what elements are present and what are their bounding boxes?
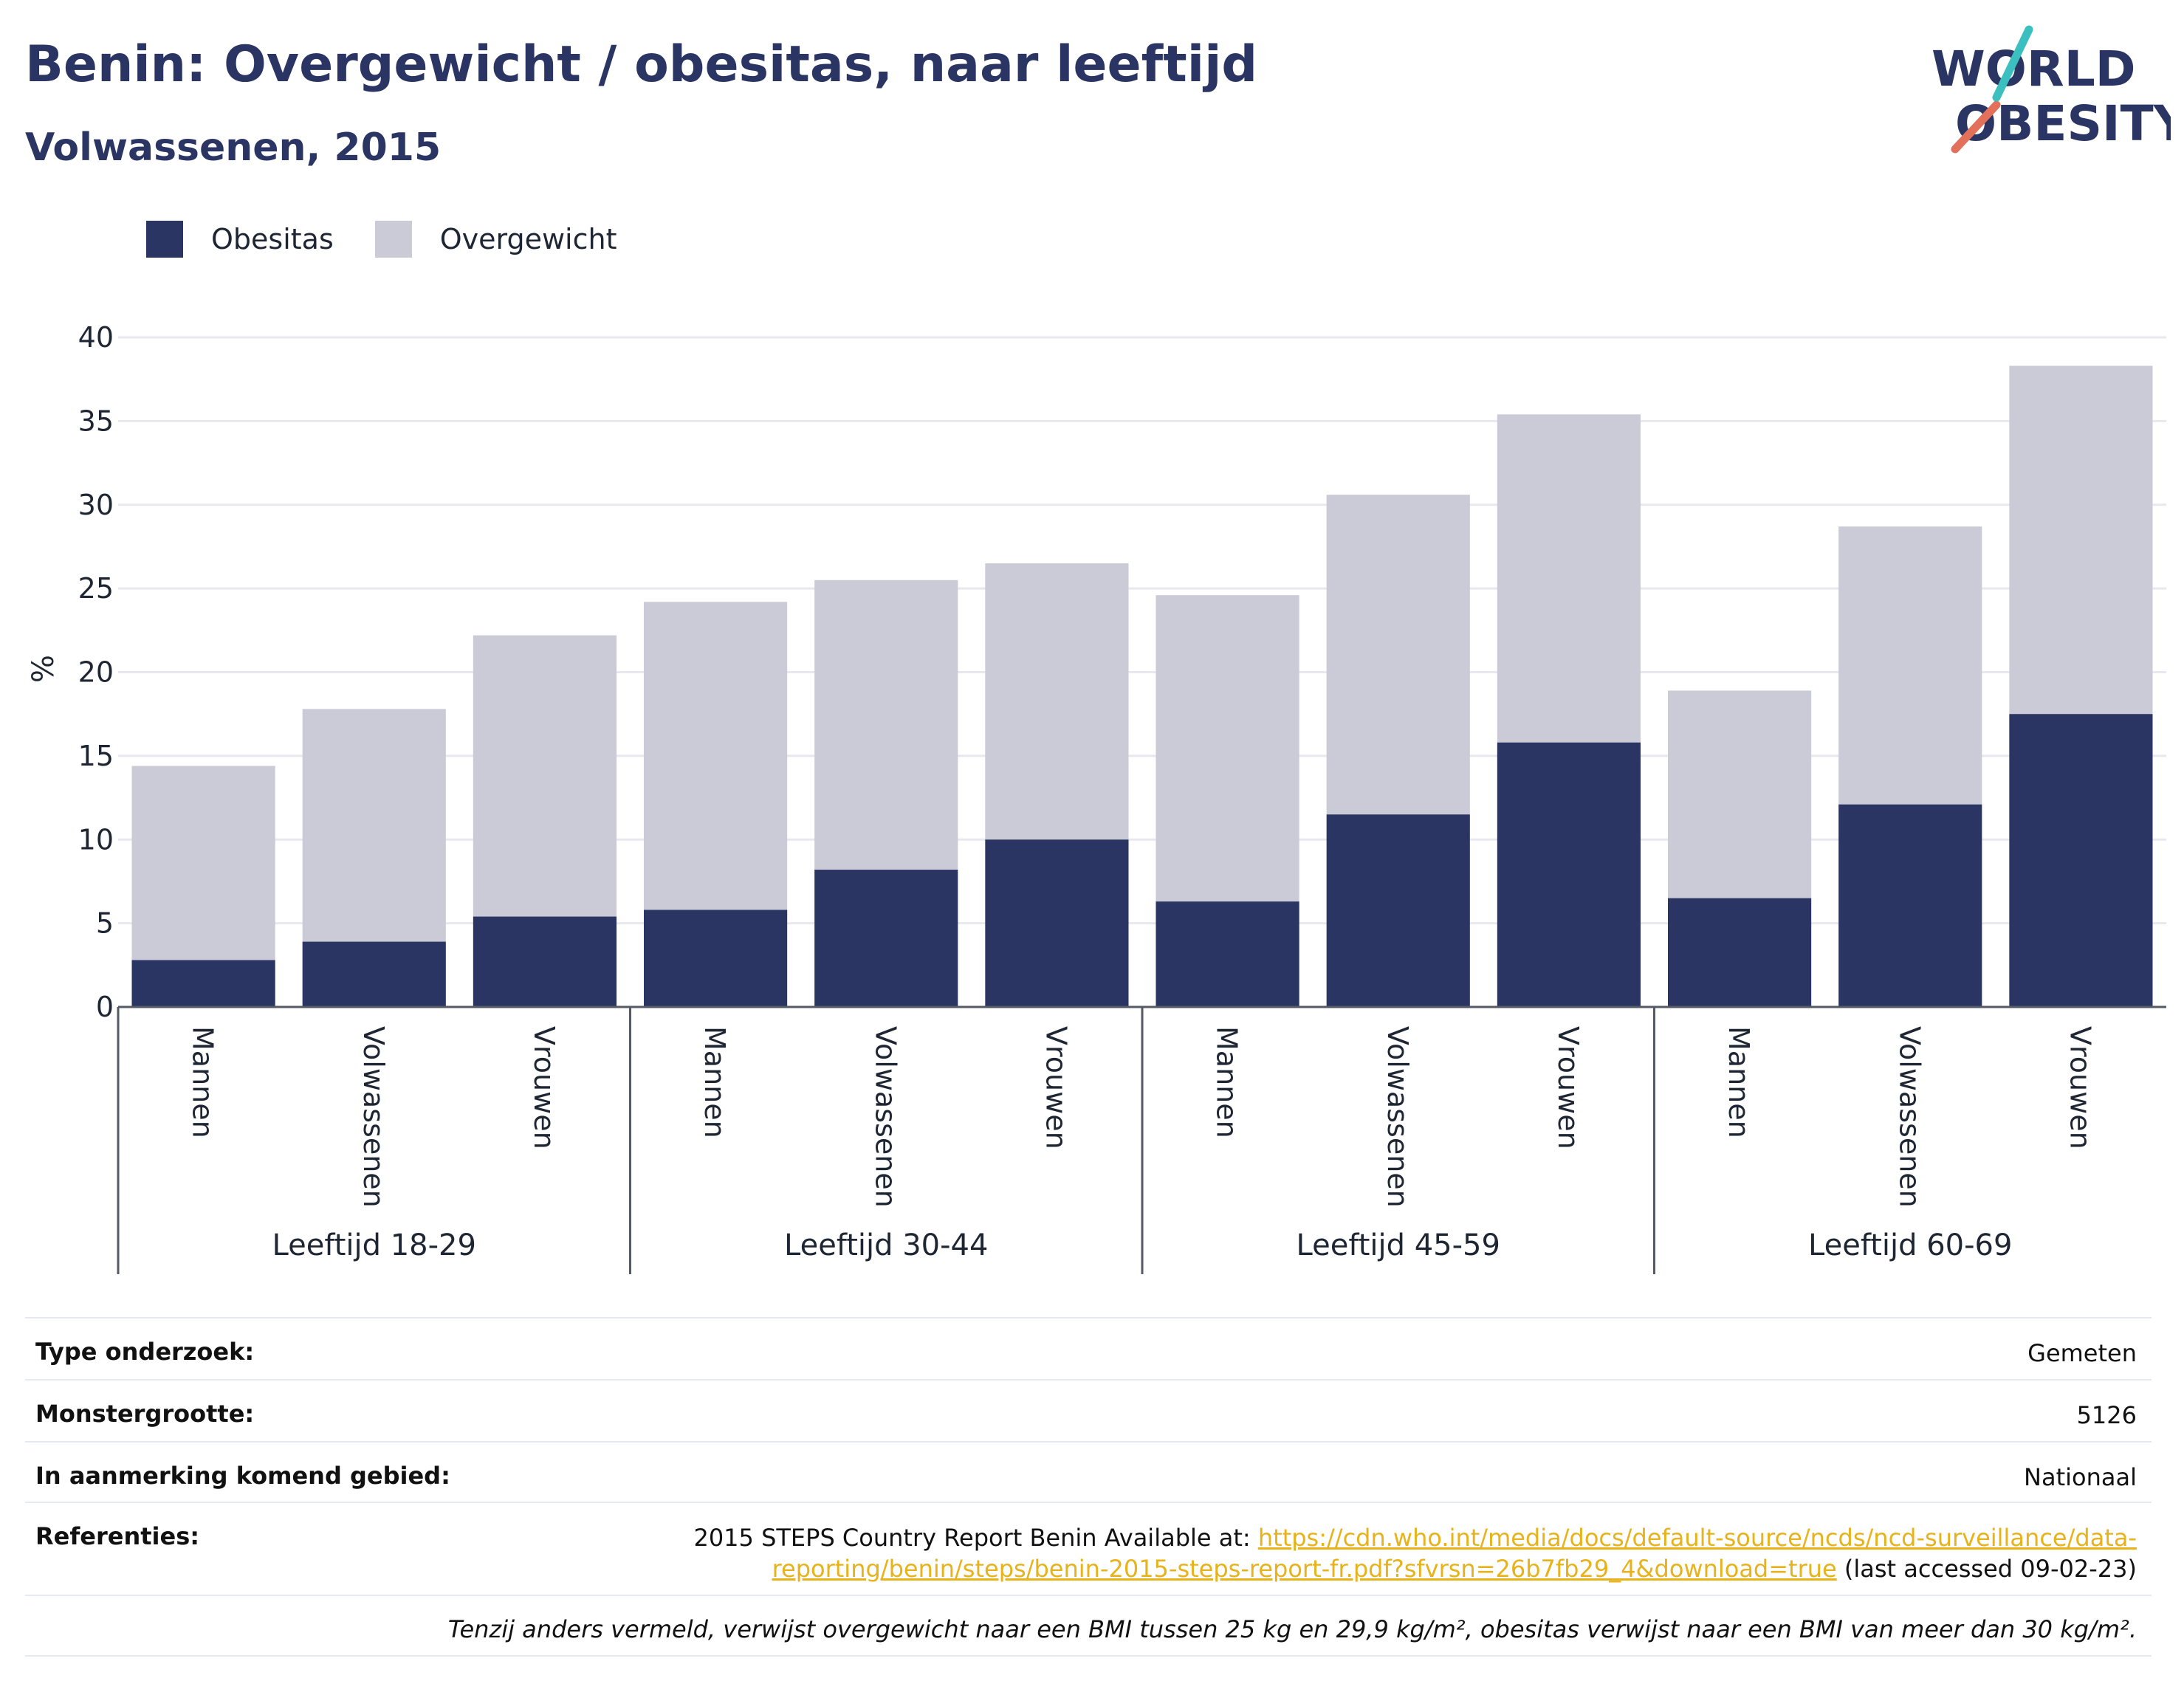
bar-overweight bbox=[1326, 495, 1470, 815]
x-category-label: Mannen bbox=[698, 1026, 731, 1138]
y-tick-label: 0 bbox=[96, 991, 114, 1023]
bar-overweight bbox=[302, 709, 446, 942]
chart-legend: Obesitas Overgewicht bbox=[146, 219, 659, 260]
info-label: In aanmerking komend gebied: bbox=[35, 1462, 450, 1490]
info-row-references: Referenties: 2015 STEPS Country Report B… bbox=[25, 1502, 2152, 1595]
bar-overweight bbox=[814, 580, 958, 870]
bar-obesity bbox=[985, 839, 1129, 1007]
y-tick-label: 30 bbox=[78, 489, 114, 521]
logo-slash-upper bbox=[1992, 25, 2033, 102]
y-tick-label: 5 bbox=[96, 907, 114, 940]
x-category-label: Mannen bbox=[187, 1026, 219, 1138]
y-tick-label: 25 bbox=[78, 572, 114, 605]
info-row-footnote: Tenzij anders vermeld, verwijst overgewi… bbox=[25, 1595, 2152, 1657]
info-label: Referenties: bbox=[35, 1522, 200, 1550]
x-category-label: Vrouwen bbox=[2064, 1026, 2096, 1149]
y-tick-label: 20 bbox=[78, 656, 114, 689]
y-tick-label: 35 bbox=[78, 405, 114, 437]
x-category-label: Vrouwen bbox=[1552, 1026, 1584, 1149]
world-obesity-logo: WORLD OBESITY bbox=[1920, 15, 2184, 162]
chart-title: Benin: Overgewicht / obesitas, naar leef… bbox=[25, 35, 1258, 94]
footnote: Tenzij anders vermeld, verwijst overgewi… bbox=[447, 1615, 2137, 1643]
x-category-label: Mannen bbox=[1211, 1026, 1243, 1138]
info-label: Type onderzoek: bbox=[35, 1338, 255, 1366]
reference-suffix: (last accessed 09-02-23) bbox=[1844, 1555, 2137, 1583]
bar-overweight bbox=[1838, 526, 1982, 805]
x-group-label: Leeftijd 60-69 bbox=[1808, 1228, 2012, 1262]
legend-swatch-obesity bbox=[146, 221, 183, 258]
info-value: 5126 bbox=[2076, 1401, 2137, 1429]
reference-link-part-1[interactable]: https://cdn.who.int/media/docs/default-s… bbox=[1257, 1524, 2137, 1552]
logo-graphic: WORLD OBESITY bbox=[1931, 25, 2184, 154]
bar-obesity bbox=[814, 870, 958, 1007]
y-tick-label: 15 bbox=[78, 740, 114, 772]
y-tick-label: 10 bbox=[78, 823, 114, 856]
legend-item-obesity: Obesitas bbox=[146, 221, 334, 258]
bar-overweight bbox=[643, 602, 788, 910]
y-axis: 0 5 10 15 20 25 30 35 40% bbox=[27, 321, 114, 1023]
reference-prefix: 2015 STEPS Country Report Benin Availabl… bbox=[693, 1524, 1251, 1552]
bar-obesity bbox=[1497, 742, 1641, 1007]
legend-label-obesity: Obesitas bbox=[211, 223, 334, 255]
legend-swatch-overweight bbox=[374, 221, 412, 258]
x-category-label: Volwassenen bbox=[1381, 1026, 1414, 1208]
info-row-survey-type: Type onderzoek: Gemeten bbox=[25, 1317, 2152, 1379]
bar-obesity bbox=[1155, 901, 1299, 1007]
bar-obesity bbox=[1326, 814, 1470, 1007]
logo-word-1: WORLD bbox=[1931, 41, 2136, 97]
bar-chart: 0 5 10 15 20 25 30 35 40% Mannen Volwassenen Vrouw… bbox=[27, 321, 2166, 1274]
info-label: Monstergrootte: bbox=[35, 1400, 255, 1428]
x-category-label: Volwassenen bbox=[357, 1026, 390, 1208]
bar-obesity bbox=[302, 941, 446, 1007]
x-group-label: Leeftijd 18-29 bbox=[272, 1228, 476, 1262]
x-category-label: Mannen bbox=[1723, 1026, 1755, 1138]
bar-overweight bbox=[473, 635, 617, 917]
y-axis-label: % bbox=[27, 655, 61, 683]
x-group-label: Leeftijd 30-44 bbox=[784, 1228, 988, 1262]
bar-obesity bbox=[131, 960, 275, 1007]
info-row-sample-size: Monstergrootte: 5126 bbox=[25, 1379, 2152, 1441]
x-axis: Mannen Volwassenen Vrouwen Mannen Volwassene… bbox=[117, 1005, 2166, 1274]
info-table: Type onderzoek: Gemeten Monstergrootte: … bbox=[25, 1317, 2152, 1657]
info-value: Nationaal bbox=[2024, 1463, 2137, 1491]
chart-grid bbox=[118, 336, 2166, 925]
info-value: Gemeten bbox=[2027, 1339, 2137, 1367]
y-tick-label: 40 bbox=[78, 321, 114, 354]
x-category-label: Volwassenen bbox=[1893, 1026, 1926, 1208]
bar-overweight bbox=[131, 766, 275, 960]
x-category-label: Vrouwen bbox=[528, 1026, 560, 1149]
bar-overweight bbox=[985, 563, 1129, 840]
bar-obesity bbox=[2009, 714, 2153, 1007]
reference-text: 2015 STEPS Country Report Benin Availabl… bbox=[693, 1522, 2137, 1584]
chart-subtitle: Volwassenen, 2015 bbox=[25, 126, 442, 170]
bar-obesity bbox=[473, 916, 617, 1007]
bar-overweight bbox=[1497, 414, 1641, 743]
x-group-label: Leeftijd 45-59 bbox=[1297, 1228, 1500, 1262]
bar-overweight bbox=[2009, 365, 2153, 715]
bar-overweight bbox=[1667, 690, 1812, 898]
bar-obesity bbox=[643, 910, 788, 1007]
bar-overweight bbox=[1155, 595, 1299, 902]
bar-obesity bbox=[1838, 804, 1982, 1007]
legend-item-overweight: Overgewicht bbox=[374, 221, 617, 258]
logo-word-2: OBESITY bbox=[1955, 95, 2171, 152]
x-category-label: Vrouwen bbox=[1040, 1026, 1072, 1149]
logo-slash-lower bbox=[1951, 100, 2001, 154]
x-category-label: Volwassenen bbox=[869, 1026, 902, 1208]
info-row-area: In aanmerking komend gebied: Nationaal bbox=[25, 1441, 2152, 1502]
chart-bars bbox=[131, 365, 2153, 1007]
reference-link-part-2[interactable]: reporting/benin/steps/benin-2015-steps-r… bbox=[772, 1555, 1837, 1583]
bar-obesity bbox=[1667, 898, 1812, 1007]
legend-label-overweight: Overgewicht bbox=[439, 223, 617, 255]
